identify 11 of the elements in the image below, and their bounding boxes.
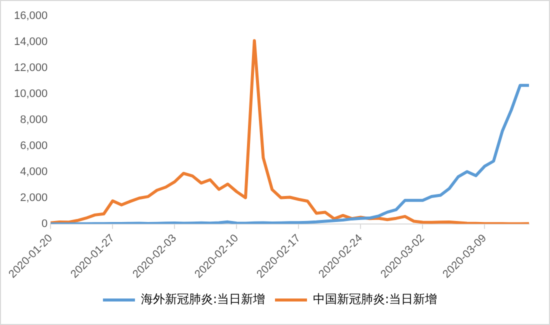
y-tick-label: 12,000 bbox=[14, 62, 48, 74]
y-tick-label: 16,000 bbox=[14, 10, 48, 22]
y-tick-label: 10,000 bbox=[14, 88, 48, 100]
y-tick-label: 4,000 bbox=[20, 166, 48, 178]
y-tick-label: 14,000 bbox=[14, 36, 48, 48]
y-tick-label: 2,000 bbox=[20, 192, 48, 204]
y-tick-label: 8,000 bbox=[20, 114, 48, 126]
y-tick-label: 6,000 bbox=[20, 140, 48, 152]
legend-label: 中国新冠肺炎:当日新增 bbox=[313, 292, 438, 306]
legend-label: 海外新冠肺炎:当日新增 bbox=[140, 292, 266, 306]
y-tick-label: 0 bbox=[42, 218, 48, 230]
